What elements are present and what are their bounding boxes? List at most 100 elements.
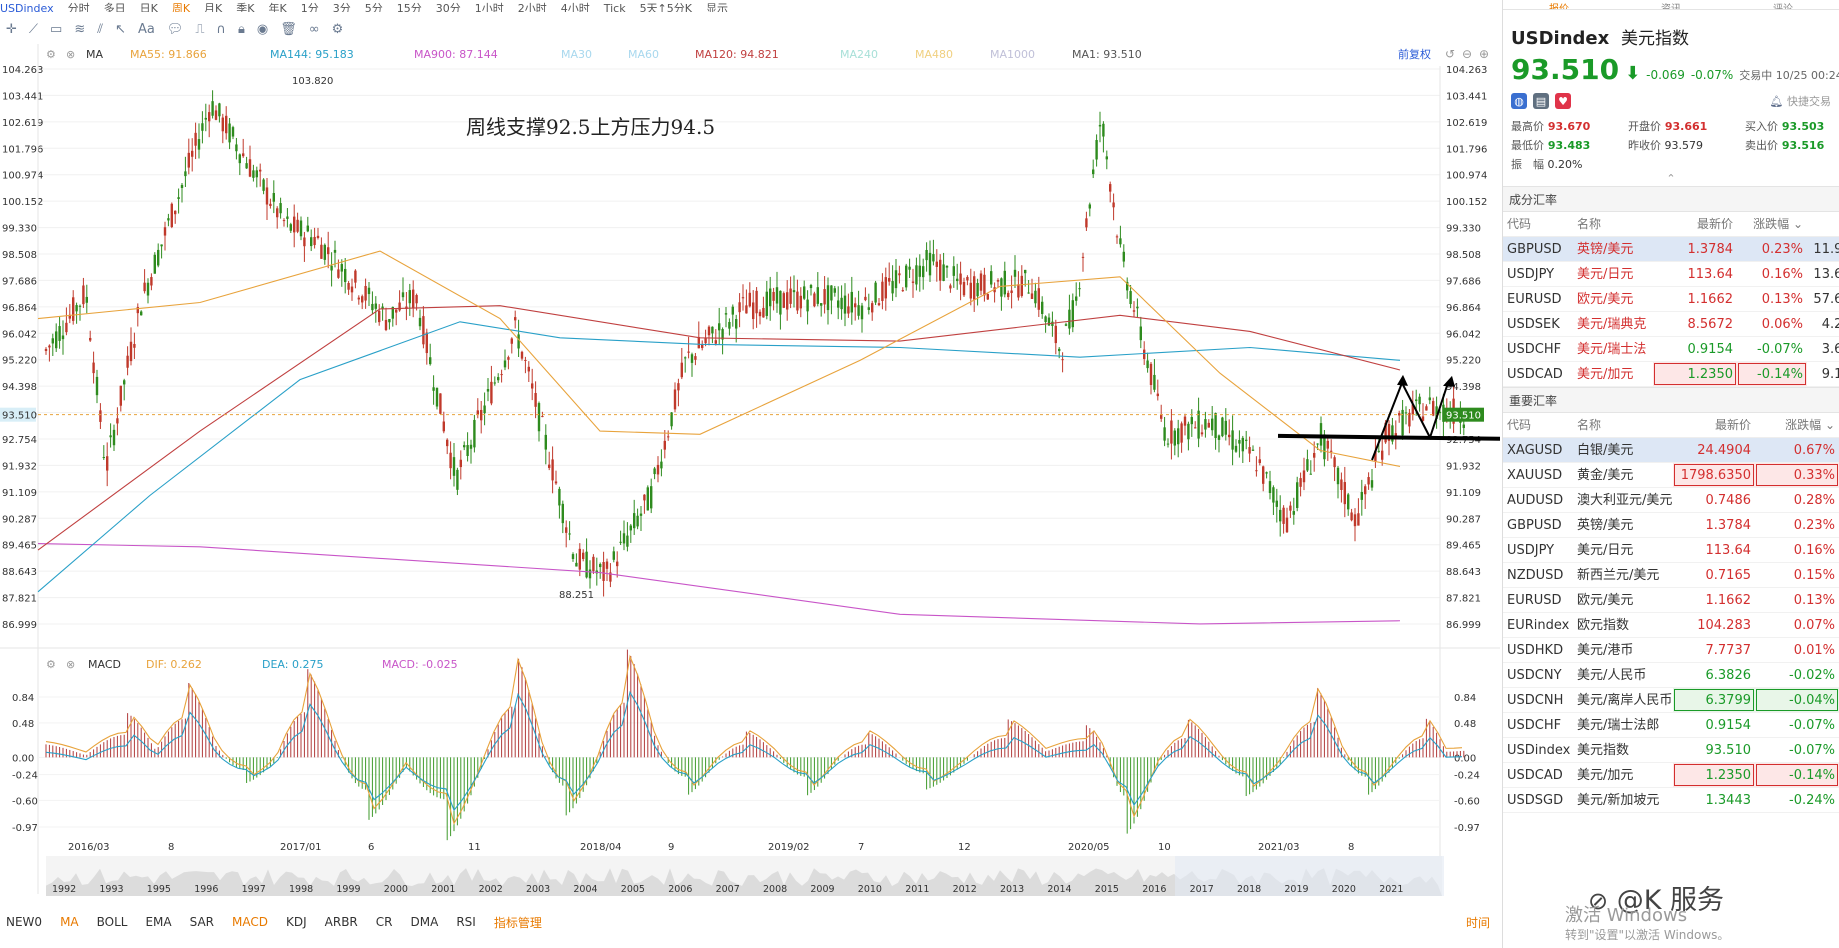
zoom-out-icon[interactable]: ⊖ [1462,47,1472,61]
period-tab[interactable]: 季K [236,2,255,12]
indicator-tab[interactable]: ARBR [324,915,358,929]
period-tab[interactable]: 5分 [364,2,383,12]
indicator-tab[interactable]: BOLL [96,915,128,929]
period-tab[interactable]: 3分 [332,2,351,12]
table-row[interactable]: USDCNY 美元/人民币 6.3826 -0.02% [1503,663,1839,688]
period-tab[interactable]: 1小时 [474,2,504,12]
settings-icon[interactable]: ⚙︎ [331,21,344,37]
table-row[interactable]: NZDUSD 新西兰元/美元 0.7165 0.15% [1503,563,1839,588]
column-header[interactable]: 名称 [1577,217,1602,231]
text-icon[interactable]: Aa [137,21,155,37]
table-row[interactable]: USDJPY 美元/日元 113.64 0.16% 13.60% [1503,262,1839,287]
table-row[interactable]: USDCAD 美元/加元 1.2350 -0.14% [1503,763,1839,788]
table-row[interactable]: USDCHF 美元/瑞士法 0.9154 -0.07% 3.60% [1503,337,1839,362]
adjust-label[interactable]: 前复权 [1398,47,1431,61]
close-icon[interactable]: ⊗ [66,48,75,61]
table-row[interactable]: USDindex 美元指数 93.510 -0.07% [1503,738,1839,763]
period-tab[interactable]: 年K [268,2,287,12]
table-row[interactable]: USDCAD 美元/加元 1.2350-0.14% 9.10% [1503,362,1839,387]
quick-trade-button[interactable]: 🔔︎ 快捷交易 [1770,93,1831,109]
navigator-window[interactable] [1175,856,1444,896]
fib-icon[interactable]: ≋ [74,21,86,37]
table-row[interactable]: GBPUSD 英镑/美元 1.3784 0.23% [1503,513,1839,538]
macd-indicator-name[interactable]: MACD [88,658,121,671]
time-label[interactable]: 时间 [1465,915,1490,930]
kline-chart[interactable]: ⚙ ⊗ MA MA55: 91.866 MA144: 95.183 MA900: 87.1… [0,44,1500,914]
table-row[interactable]: USDSGD 美元/新加坡元 1.3443 -0.24% [1503,788,1839,813]
period-tab[interactable]: 30分 [435,2,461,12]
table-row[interactable]: XAUUSD 黄金/美元 1798.6350 0.33% [1503,463,1839,488]
column-header[interactable]: 涨跌幅 ⌄ [1753,217,1803,231]
quote-tab[interactable]: 报价 [1549,4,1569,10]
draw-line-icon[interactable]: ⟋ [28,21,39,37]
macd-settings-icon[interactable]: ⚙ [46,658,56,671]
main-indicator-name[interactable]: MA [86,48,103,61]
column-header[interactable]: 最新价 [1714,418,1751,432]
table-row[interactable]: USDCNH 美元/离岸人民币 6.3799 -0.04% [1503,688,1839,713]
indicator-tab[interactable]: EMA [145,915,172,929]
chart-area[interactable]: ⚙ ⊗ MA MA55: 91.866 MA144: 95.183 MA900: 87.1… [0,44,1500,939]
rect-icon[interactable]: ▭ [50,21,63,37]
notes-icon[interactable]: ▤ [1533,93,1549,109]
quote-tab[interactable]: 评论 [1773,4,1793,10]
table-row[interactable]: AUDUSD 澳大利亚元/美元 0.7486 0.28% [1503,488,1839,513]
period-tab[interactable]: USDindex [0,2,54,12]
column-header[interactable]: 涨跌幅 ⌄ [1785,418,1835,432]
column-header[interactable]: 代码 [1507,418,1532,432]
column-header[interactable]: 代码 [1507,217,1532,231]
column-header[interactable]: 最新价 [1696,217,1733,231]
indicator-tab[interactable]: 指标管理 [493,915,542,930]
period-tab[interactable]: Tick [603,2,626,12]
period-tab[interactable]: 5天↑5分K [639,2,692,12]
period-tab[interactable]: 显示 [706,2,728,12]
projection-arrow-path[interactable] [1371,380,1449,461]
crosshair-icon[interactable]: ✛ [6,21,17,37]
table-row[interactable]: XAGUSD 白银/美元 24.4904 0.67% [1503,438,1839,463]
period-tab[interactable]: 4小时 [560,2,590,12]
table-row[interactable]: GBPUSD 英镑/美元 1.3784 0.23% 11.90% [1503,237,1839,262]
indicator-tab[interactable]: SAR [189,915,215,929]
favorite-heart-icon[interactable]: ♥ [1555,93,1571,109]
ruler-icon[interactable]: ⎍ [195,21,205,37]
period-tab[interactable]: 15分 [396,2,422,12]
table-row[interactable]: USDHKD 美元/港币 7.7737 0.01% [1503,638,1839,663]
table-row[interactable]: EURUSD 欧元/美元 1.1662 0.13% [1503,588,1839,613]
period-tab[interactable]: 1分 [300,2,319,12]
comment-icon[interactable]: 💬︎ [166,21,184,37]
column-header[interactable]: 权重 [1807,212,1839,237]
macd-close-icon[interactable]: ⊗ [66,658,75,671]
period-tab[interactable]: 分时 [67,2,90,12]
period-tab[interactable]: 月K [204,2,223,12]
indicator-tab[interactable]: CR [375,915,393,929]
globe-icon[interactable]: ◍ [1511,93,1527,109]
table-row[interactable]: USDJPY 美元/日元 113.64 0.16% [1503,538,1839,563]
lock-icon[interactable]: 🔒︎ [237,21,245,37]
quote-tab[interactable]: 资讯 [1661,4,1681,10]
indicator-tab[interactable]: RSI [456,915,476,929]
indicator-tab[interactable]: DMA [410,915,439,929]
period-tab[interactable]: 2小时 [517,2,547,12]
collapse-chevron-icon[interactable]: ⌃ [1666,172,1676,185]
table-row[interactable]: USDSEK 美元/瑞典克 8.5672 0.06% 4.20% [1503,312,1839,337]
magnet-icon[interactable]: ∩ [216,21,226,37]
channel-icon[interactable]: ⫽ [97,21,104,37]
table-row[interactable]: EURindex 欧元指数 104.283 0.07% [1503,613,1839,638]
settings-icon[interactable]: ⚙ [46,48,56,61]
link-icon[interactable]: ∞ [308,21,320,37]
period-tab[interactable]: 多日 [103,2,126,12]
indicator-tab[interactable]: MACD [232,915,268,929]
indicator-tab[interactable]: KDJ [286,915,307,929]
indicator-tab[interactable]: MA [60,915,79,929]
column-header[interactable]: 名称 [1577,418,1602,432]
arrow-icon[interactable]: ↖ [115,21,126,37]
trash-icon[interactable]: 🗑︎ [280,21,297,37]
zoom-in-icon[interactable]: ⊕ [1479,47,1489,61]
period-tab[interactable]: 日K [139,2,158,12]
undo-icon[interactable]: ↺ [1445,47,1455,61]
table-row[interactable]: EURUSD 欧元/美元 1.1662 0.13% 57.60% [1503,287,1839,312]
table-row[interactable]: USDCHF 美元/瑞士法郎 0.9154 -0.07% [1503,713,1839,738]
period-tab[interactable]: 周K [171,2,191,12]
support-line[interactable] [1277,433,1500,441]
indicator-tab[interactable]: NEW0 [6,915,43,929]
eye-icon[interactable]: ◉ [256,21,269,37]
